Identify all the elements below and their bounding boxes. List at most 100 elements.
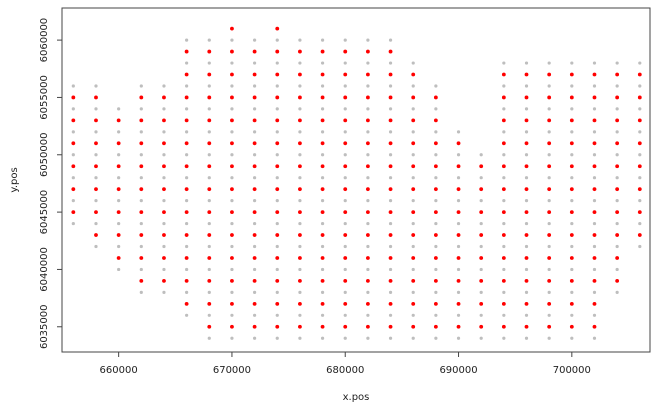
point — [94, 176, 98, 180]
point — [230, 26, 234, 31]
point — [298, 141, 302, 146]
point — [230, 233, 234, 237]
point — [253, 107, 257, 111]
point — [184, 279, 189, 283]
point — [94, 84, 98, 88]
point — [298, 61, 302, 65]
point — [230, 153, 234, 157]
point — [343, 61, 347, 65]
point — [275, 38, 279, 42]
point — [434, 290, 438, 294]
point — [139, 118, 144, 123]
point — [569, 210, 574, 215]
point — [94, 141, 98, 146]
point — [162, 176, 166, 180]
point — [252, 49, 257, 54]
point — [637, 72, 642, 77]
point — [388, 210, 393, 215]
point — [320, 49, 325, 54]
point — [569, 187, 574, 192]
point — [547, 256, 552, 260]
point — [366, 290, 370, 294]
point — [320, 38, 325, 42]
point — [479, 336, 483, 340]
point — [592, 301, 597, 306]
point — [433, 118, 438, 123]
point — [252, 187, 257, 192]
point — [230, 141, 234, 146]
point — [615, 187, 620, 192]
point — [275, 118, 280, 123]
point — [434, 176, 438, 180]
point — [434, 107, 438, 111]
point — [184, 210, 189, 215]
point — [592, 199, 597, 203]
point — [139, 141, 144, 146]
point — [592, 187, 597, 192]
point — [366, 130, 370, 134]
point — [116, 118, 121, 123]
point — [434, 221, 438, 226]
point — [320, 221, 325, 226]
point — [343, 153, 347, 157]
point — [592, 84, 597, 88]
point — [388, 290, 393, 294]
point — [230, 61, 234, 65]
point — [253, 61, 257, 65]
plot-box — [61, 7, 651, 353]
point — [162, 118, 166, 123]
point — [411, 118, 416, 123]
point — [230, 95, 234, 100]
point — [638, 61, 642, 65]
point — [433, 256, 438, 260]
point — [252, 118, 257, 123]
point — [569, 233, 574, 237]
point — [162, 95, 166, 100]
point — [207, 107, 211, 111]
point — [592, 256, 597, 260]
point — [569, 279, 574, 283]
point — [615, 256, 620, 260]
point — [230, 221, 234, 226]
point — [162, 199, 166, 203]
point — [592, 61, 597, 65]
point — [592, 210, 597, 215]
point — [162, 130, 166, 134]
point — [320, 84, 325, 88]
point — [275, 324, 280, 329]
point — [615, 176, 619, 180]
point — [411, 107, 415, 111]
point — [343, 176, 347, 180]
point — [547, 313, 551, 317]
point — [411, 313, 415, 317]
point — [298, 130, 302, 134]
point — [615, 199, 619, 203]
point — [637, 164, 642, 169]
point — [524, 221, 529, 226]
y-tick-label: 6040000 — [39, 247, 50, 292]
point — [320, 256, 325, 260]
point — [637, 95, 642, 100]
point — [547, 199, 551, 203]
point — [547, 61, 551, 65]
point — [252, 301, 257, 306]
point — [162, 164, 166, 169]
point — [230, 107, 234, 111]
x-tick-label: 680000 — [326, 365, 364, 376]
point — [298, 38, 302, 42]
point — [343, 313, 347, 317]
point — [411, 187, 416, 192]
point — [139, 176, 143, 180]
point — [117, 244, 121, 249]
point — [388, 164, 393, 169]
point — [71, 199, 75, 203]
point — [411, 72, 416, 77]
point — [230, 72, 234, 77]
point — [298, 49, 302, 54]
point — [366, 176, 370, 180]
point — [433, 324, 438, 329]
point — [275, 221, 279, 226]
point — [615, 244, 619, 249]
point — [184, 233, 189, 237]
point — [230, 301, 234, 306]
